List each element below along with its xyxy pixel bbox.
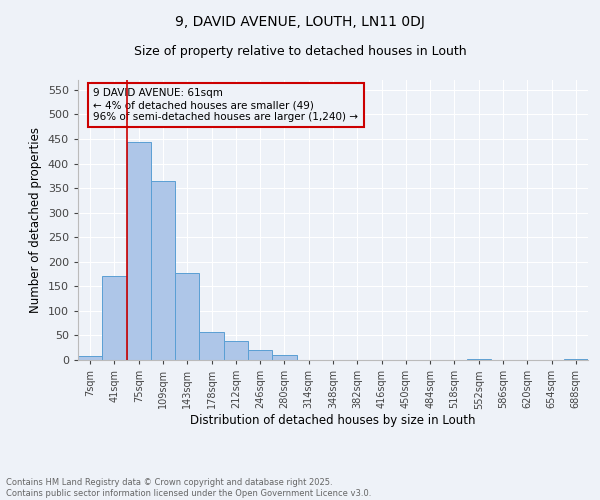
Text: Contains HM Land Registry data © Crown copyright and database right 2025.
Contai: Contains HM Land Registry data © Crown c…	[6, 478, 371, 498]
Text: 9, DAVID AVENUE, LOUTH, LN11 0DJ: 9, DAVID AVENUE, LOUTH, LN11 0DJ	[175, 15, 425, 29]
Bar	[151, 180, 175, 360]
Bar	[564, 359, 588, 360]
Bar	[78, 356, 102, 360]
Bar	[272, 354, 296, 360]
Y-axis label: Number of detached properties: Number of detached properties	[29, 127, 42, 313]
Bar	[199, 332, 224, 360]
Bar	[175, 273, 199, 360]
Text: 9 DAVID AVENUE: 61sqm
← 4% of detached houses are smaller (49)
96% of semi-detac: 9 DAVID AVENUE: 61sqm ← 4% of detached h…	[94, 88, 358, 122]
X-axis label: Distribution of detached houses by size in Louth: Distribution of detached houses by size …	[190, 414, 476, 427]
Bar	[127, 142, 151, 360]
Text: Size of property relative to detached houses in Louth: Size of property relative to detached ho…	[134, 45, 466, 58]
Bar	[102, 276, 127, 360]
Bar	[467, 359, 491, 360]
Bar	[248, 350, 272, 360]
Bar	[224, 341, 248, 360]
